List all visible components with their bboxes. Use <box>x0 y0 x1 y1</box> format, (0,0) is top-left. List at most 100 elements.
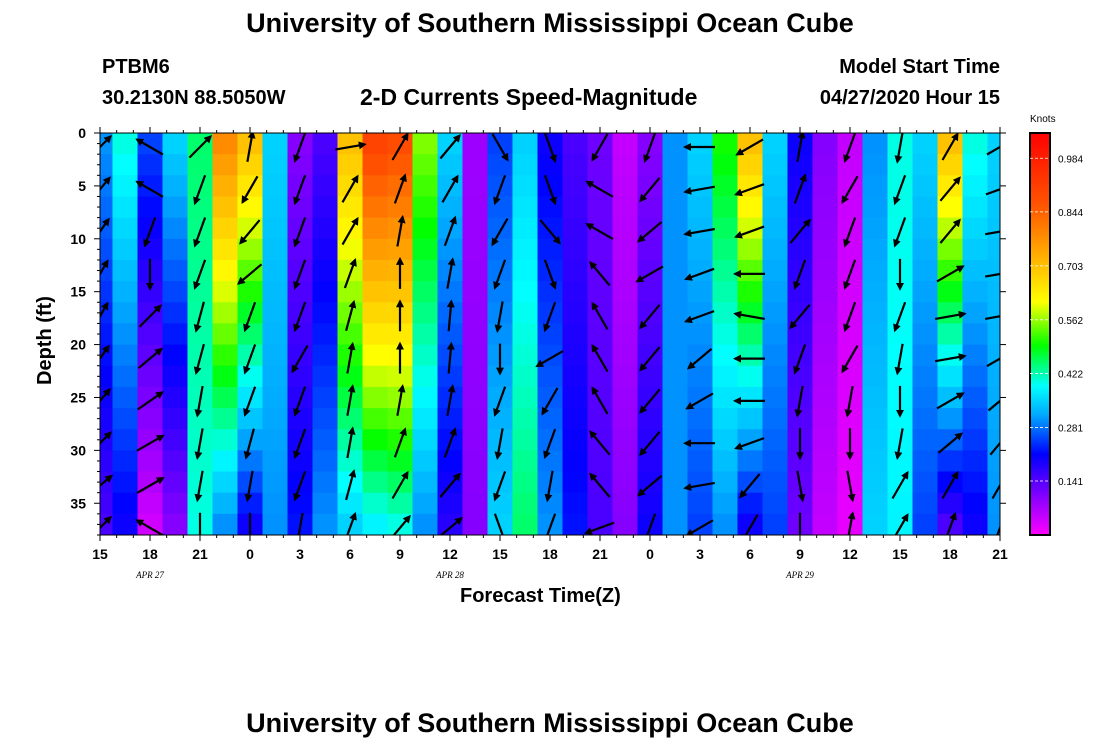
heatmap-cell <box>912 513 939 535</box>
heatmap-cell <box>812 471 839 494</box>
heatmap-cell <box>862 386 889 409</box>
current-vector-arrow <box>443 215 457 247</box>
heatmap-cell <box>387 281 414 303</box>
current-vector-arrow <box>243 386 257 417</box>
current-vector-arrow <box>391 133 409 161</box>
heatmap-cell <box>987 450 1000 473</box>
heatmap-cell <box>162 365 189 388</box>
heatmap-cell <box>100 365 114 388</box>
current-vector-arrow <box>443 427 457 458</box>
heatmap-cell <box>262 365 289 388</box>
heatmap-cell <box>512 238 539 261</box>
current-vector-arrow <box>244 470 254 503</box>
current-vector-arrow <box>684 267 715 281</box>
heatmap-cell <box>312 302 339 325</box>
heatmap-cell <box>762 259 789 282</box>
heatmap-cell <box>987 365 1000 388</box>
current-vector-arrow <box>683 227 715 238</box>
heatmap-cell <box>887 238 914 261</box>
heatmap-cell <box>937 344 964 367</box>
heatmap-cell <box>100 196 114 219</box>
heatmap-cell <box>887 408 914 430</box>
heatmap-cell <box>612 302 639 325</box>
date-label: APR 29 <box>785 570 814 580</box>
heatmap-cell <box>412 133 439 155</box>
current-vector-arrow <box>393 173 407 204</box>
heatmap-cell <box>287 492 314 515</box>
heatmap-cell <box>562 302 589 325</box>
heatmap-cell <box>462 323 489 346</box>
current-vector-arrow <box>341 174 359 203</box>
heatmap-cell <box>712 323 739 346</box>
x-tick-label: 9 <box>796 546 804 562</box>
y-tick-label: 0 <box>78 125 86 141</box>
x-axis-title: Forecast Time(Z) <box>460 585 621 607</box>
heatmap-cell <box>637 281 664 303</box>
heatmap-cell <box>562 175 589 198</box>
heatmap-cell <box>562 133 589 155</box>
heatmap-cell <box>312 154 339 176</box>
current-vector-arrow <box>543 301 557 333</box>
heatmap-cell <box>262 259 289 282</box>
current-vector-arrow <box>935 310 967 320</box>
heatmap-cell <box>662 217 689 240</box>
heatmap-cell <box>512 492 539 515</box>
x-tick-label: 12 <box>842 546 858 562</box>
heatmap-cell <box>762 217 789 240</box>
heatmap-cell <box>512 302 539 325</box>
heatmap-cell <box>537 175 564 198</box>
heatmap-cell <box>987 513 1000 535</box>
current-vector-arrow <box>293 471 307 502</box>
current-vector-arrow <box>439 472 461 498</box>
heatmap-cell <box>562 471 589 494</box>
current-vector-arrow <box>439 516 464 535</box>
heatmap-cell <box>862 154 889 176</box>
current-vector-arrow <box>137 347 164 370</box>
heatmap-cell <box>962 386 989 409</box>
heatmap-cell <box>987 492 1000 515</box>
current-vector-arrow <box>100 217 110 234</box>
heatmap-cell <box>762 154 789 176</box>
heatmap-cell <box>612 471 639 494</box>
heatmap-cell <box>362 365 389 388</box>
heatmap-cell <box>187 281 214 303</box>
heatmap-cell <box>137 513 164 535</box>
heatmap-cell <box>912 133 939 155</box>
heatmap-cell <box>487 154 514 176</box>
colorbar <box>1029 132 1051 536</box>
heatmap-cell <box>437 492 464 515</box>
heatmap-cell <box>212 408 239 430</box>
heatmap-cell <box>112 323 139 346</box>
heatmap-cell <box>112 133 139 155</box>
current-vector-arrow <box>136 477 165 494</box>
current-vector-arrow <box>135 519 164 535</box>
heatmap-cell <box>587 386 614 409</box>
current-vector-arrow <box>100 387 111 403</box>
current-vector-arrow <box>293 301 307 333</box>
heatmap-cell <box>512 196 539 219</box>
heatmap-cell <box>537 365 564 388</box>
heatmap-cell <box>487 196 514 219</box>
heatmap-cell <box>737 344 764 367</box>
heatmap-cell <box>162 386 189 409</box>
heatmap-cell <box>562 408 589 430</box>
heatmap-cell <box>237 365 264 388</box>
heatmap-cell <box>312 344 339 367</box>
heatmap-cell <box>162 196 189 219</box>
heatmap-cell <box>987 408 1000 430</box>
heatmap-cell <box>687 133 714 155</box>
current-vector-arrow <box>939 176 961 202</box>
current-vector-arrow <box>936 265 965 283</box>
heatmap-cell <box>912 323 939 346</box>
heatmap-cell <box>662 386 689 409</box>
heatmap-cell <box>412 281 439 303</box>
current-vector-arrow <box>891 470 909 500</box>
heatmap-cell <box>812 429 839 451</box>
heatmap-cell <box>212 154 239 176</box>
heatmap-cell <box>112 196 139 219</box>
heatmap-cell <box>737 386 764 409</box>
heatmap-cell <box>662 408 689 430</box>
current-vector-arrow <box>100 474 114 487</box>
heatmap-cell <box>337 365 364 388</box>
